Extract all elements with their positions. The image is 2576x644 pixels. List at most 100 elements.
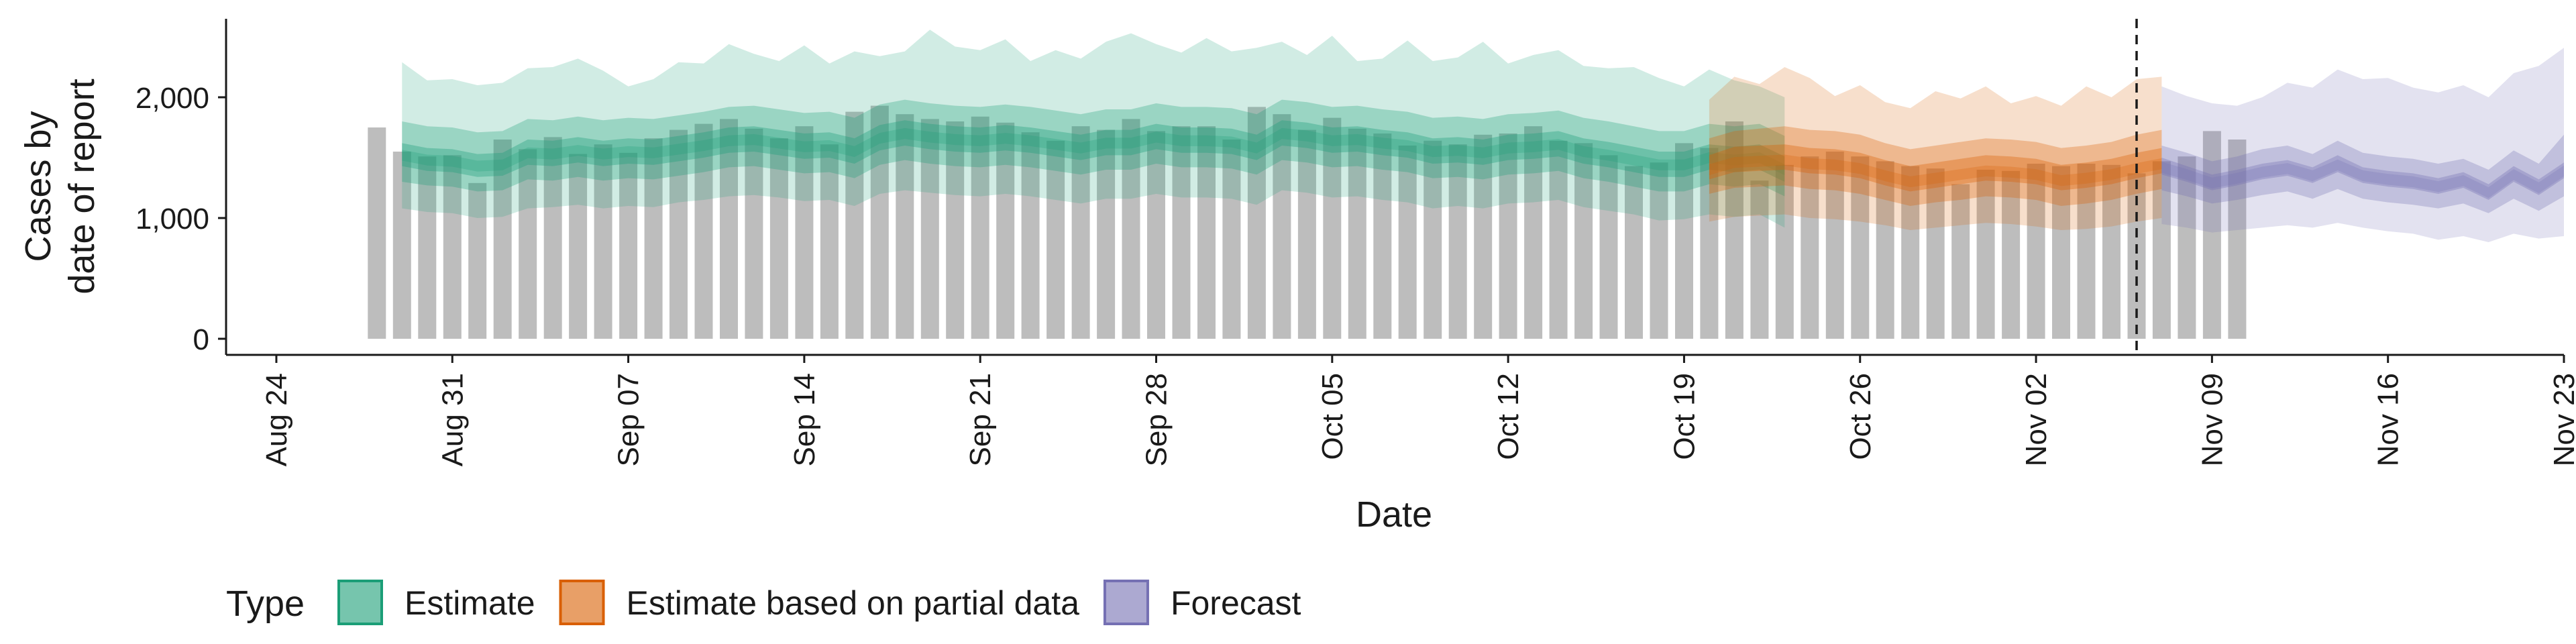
x-tick-label: Aug 24 <box>260 373 293 466</box>
observed-case-bar <box>1851 156 1870 339</box>
observed-case-bar <box>1625 166 1643 339</box>
x-tick-label: Nov 16 <box>2372 373 2405 466</box>
observed-case-bar <box>619 152 638 339</box>
observed-case-bar <box>493 140 512 339</box>
estimate-legend-swatch <box>337 580 383 625</box>
observed-case-bar <box>519 149 537 339</box>
observed-case-bar <box>543 137 562 339</box>
observed-case-bar <box>1297 129 1316 339</box>
x-axis-ticks: Aug 24 Aug 31 Sep 07 Sep 14 Sep 21 Sep 28 Oct … <box>260 355 2576 466</box>
observed-case-bar <box>1675 143 1693 339</box>
y-axis-title-line-2: date of report <box>62 78 102 294</box>
observed-case-bar <box>1801 156 1819 339</box>
y-tick-label: 0 <box>193 323 209 356</box>
observed-case-bar <box>1474 134 1493 339</box>
forecast-outer-interval <box>2161 48 2564 242</box>
observed-case-bar <box>896 114 914 339</box>
estimate-outer-interval <box>402 30 1785 228</box>
forecast-median-band <box>2161 159 2564 199</box>
x-tick-label: Nov 23 <box>2548 373 2576 466</box>
x-tick-label: Oct 05 <box>1316 373 1349 460</box>
forecast-inner-interval <box>2161 155 2564 200</box>
observed-case-bar <box>1097 129 1116 339</box>
estimate-middle-interval <box>402 99 1785 197</box>
observed-case-bar <box>2052 166 2070 339</box>
observed-case-bar <box>971 116 989 339</box>
observed-case-bar <box>1398 146 1417 339</box>
observed-case-bar <box>2228 140 2247 339</box>
estimate-based-on-partial-data-middle-interval <box>1709 126 2162 206</box>
observed-case-bar <box>2102 164 2121 339</box>
observed-case-bar <box>644 138 663 339</box>
observed-case-bar <box>1524 126 1543 339</box>
observed-case-bar <box>1197 126 1216 339</box>
observed-case-bar <box>2152 161 2171 339</box>
observed-case-bar <box>769 138 788 339</box>
observed-case-bar <box>1876 161 1894 339</box>
estimate-based-on-partial-data-legend-swatch <box>559 580 605 625</box>
forecast-legend-swatch <box>1103 580 1149 625</box>
observed-case-bar <box>2202 131 2221 339</box>
x-tick-label: Nov 09 <box>2196 373 2229 466</box>
observed-case-bar <box>1700 148 1719 339</box>
legend: Type Estimate Estimate based on partial d… <box>226 580 1301 625</box>
observed-case-bar <box>1247 107 1266 339</box>
observed-case-bar <box>669 129 688 339</box>
observed-case-bar <box>1071 126 1090 339</box>
observed-case-bar <box>1725 121 1743 339</box>
x-tick-label: Oct 12 <box>1492 373 1525 460</box>
observed-case-bar <box>1373 133 1392 339</box>
y-tick-label: 2,000 <box>136 82 209 115</box>
observed-case-bar <box>1323 117 1342 339</box>
observed-case-bar <box>1222 140 1241 339</box>
observed-case-bar <box>745 128 763 339</box>
observed-case-bar <box>720 119 738 339</box>
observed-case-bar <box>1976 170 1995 339</box>
observed-case-bar <box>1901 166 1920 339</box>
observed-case-bar <box>996 122 1015 339</box>
y-axis-title-line-1: Cases by <box>18 111 58 262</box>
observed-case-bar <box>795 126 814 339</box>
observed-case-bar <box>2178 156 2196 339</box>
observed-case-bar <box>1021 132 1040 339</box>
observed-case-bar <box>1424 140 1442 339</box>
observed-case-bar <box>1448 144 1467 339</box>
legend-title: Type <box>226 584 305 624</box>
observed-case-bar <box>392 152 411 339</box>
observed-case-bar <box>1825 152 1844 339</box>
observed-case-bar <box>1926 168 1945 339</box>
observed-case-bar <box>1951 184 1970 339</box>
estimate-based-on-partial-data-inner-interval <box>1709 144 2162 192</box>
observed-case-bar <box>920 119 939 339</box>
observed-case-bar <box>2027 164 2045 339</box>
forecast-middle-interval <box>2161 134 2564 213</box>
x-tick-label: Sep 28 <box>1140 373 1173 466</box>
observed-case-bar <box>1775 164 1794 339</box>
x-tick-label: Oct 26 <box>1844 373 1877 460</box>
estimate-series <box>402 30 1785 228</box>
estimate-inner-interval <box>402 120 1785 182</box>
legend-items: Estimate Estimate based on partial data Fo… <box>337 580 1301 625</box>
axes <box>225 19 2564 356</box>
estimate-ribbons <box>402 30 2564 242</box>
observed-case-bar <box>2077 164 2096 339</box>
estimate-based-on-partial-data-legend-label: Estimate based on partial data <box>627 584 1080 622</box>
observed-cases-bars <box>368 105 2247 339</box>
observed-case-bar <box>1574 143 1593 339</box>
estimate-based-on-partial-data-series <box>1709 67 2162 230</box>
estimate-legend-label: Estimate <box>405 584 535 622</box>
observed-case-bar <box>1172 126 1191 339</box>
estimate-based-on-partial-data-median-band <box>1709 154 2162 188</box>
x-tick-label: Sep 21 <box>964 373 997 466</box>
x-tick-label: Nov 02 <box>2020 373 2053 466</box>
observed-case-bar <box>1650 162 1668 339</box>
observed-case-bar <box>845 111 864 339</box>
observed-case-bar <box>368 127 386 339</box>
observed-case-bar <box>1499 133 1517 339</box>
observed-case-bar <box>468 182 487 339</box>
observed-case-bar <box>1549 140 1568 339</box>
observed-case-bar <box>594 144 612 339</box>
y-axis-ticks: 0 1,000 2,000 <box>136 82 226 356</box>
y-tick-label: 1,000 <box>136 203 209 235</box>
